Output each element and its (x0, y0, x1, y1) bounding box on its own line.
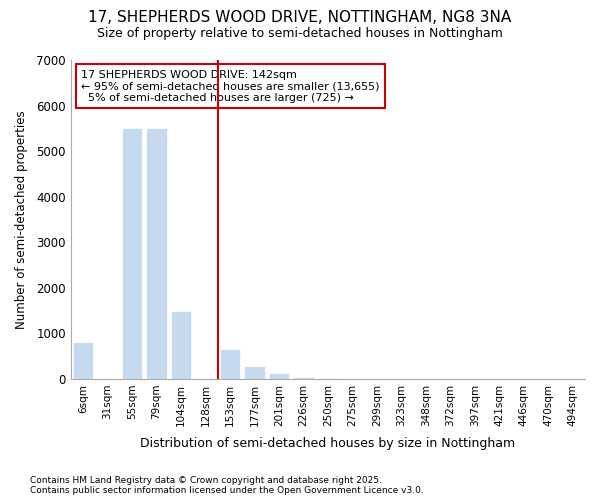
Bar (170, 310, 191, 379)
Bar (293, 376, 314, 379)
Text: Size of property relative to semi-detached houses in Nottingham: Size of property relative to semi-detach… (97, 28, 503, 40)
Text: 17, SHEPHERDS WOOD DRIVE, NOTTINGHAM, NG8 3NA: 17, SHEPHERDS WOOD DRIVE, NOTTINGHAM, NG… (88, 10, 512, 25)
Bar (146, 128, 167, 379)
Bar (122, 128, 142, 379)
Text: 17 SHEPHERDS WOOD DRIVE: 142sqm
← 95% of semi-detached houses are smaller (13,65: 17 SHEPHERDS WOOD DRIVE: 142sqm ← 95% of… (81, 70, 380, 103)
Bar (73, 342, 94, 379)
Text: Contains HM Land Registry data © Crown copyright and database right 2025.
Contai: Contains HM Land Registry data © Crown c… (30, 476, 424, 495)
Bar (269, 373, 289, 379)
Bar (244, 366, 265, 379)
Bar (220, 350, 241, 379)
Y-axis label: Number of semi-detached properties: Number of semi-detached properties (15, 110, 28, 329)
Bar (317, 378, 338, 379)
X-axis label: Distribution of semi-detached houses by size in Nottingham: Distribution of semi-detached houses by … (140, 437, 515, 450)
